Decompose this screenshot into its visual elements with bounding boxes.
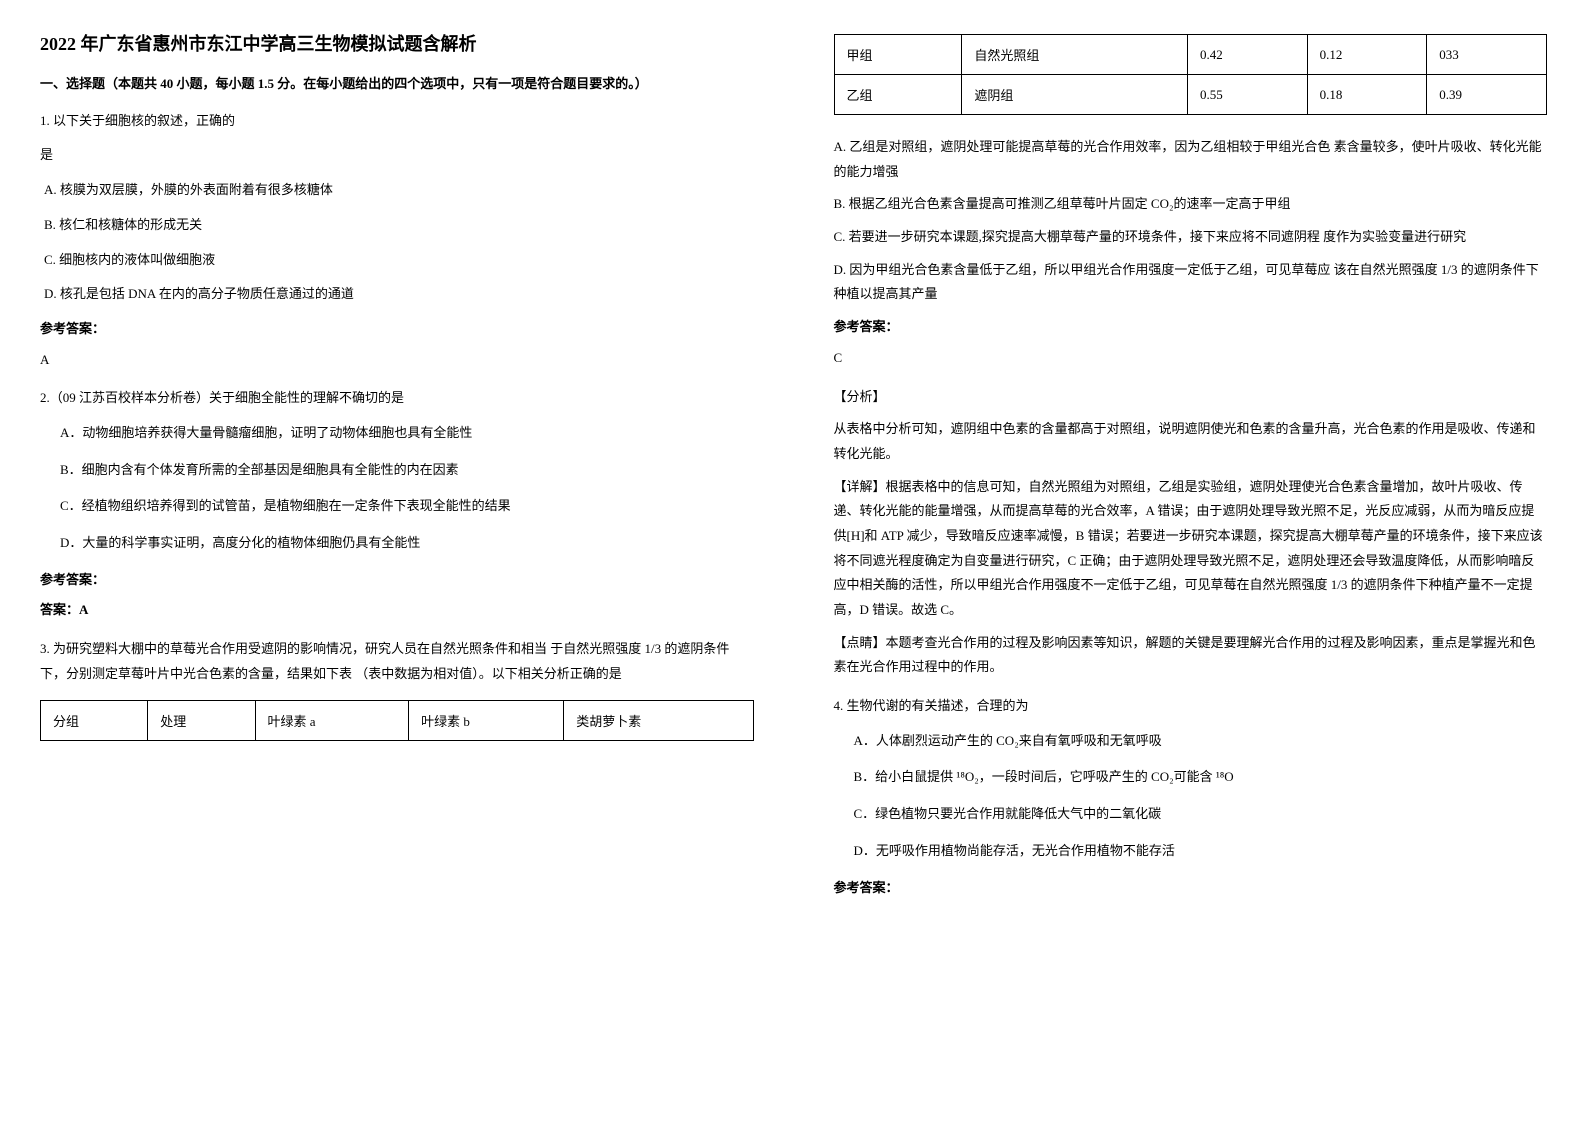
q4-option-b: B．给小白鼠提供 ¹⁸O₂，一段时间后，它呼吸产生的 CO₂可能含 ¹⁸O xyxy=(834,765,1548,790)
table-header-cell: 分组 xyxy=(41,701,148,741)
q4-option-d: D．无呼吸作用植物尚能存活，无光合作用植物不能存活 xyxy=(834,839,1548,864)
table-row: 乙组 遮阴组 0.55 0.18 0.39 xyxy=(834,75,1547,115)
table-cell: 0.55 xyxy=(1187,75,1307,115)
question-3-options: A. 乙组是对照组，遮阴处理可能提高草莓的光合作用效率，因为乙组相较于甲组光合色… xyxy=(834,135,1548,680)
q2-answer-label: 参考答案： xyxy=(40,568,754,593)
section-1-title: 一、选择题（本题共 40 小题，每小题 1.5 分。在每小题给出的四个选项中，只… xyxy=(40,74,754,95)
q3-answer-value: C xyxy=(834,346,1548,371)
q3-stem: 3. 为研究塑料大棚中的草莓光合作用受遮阴的影响情况，研究人员在自然光照条件和相… xyxy=(40,637,754,686)
q2-option-c: C．经植物组织培养得到的试管苗，是植物细胞在一定条件下表现全能性的结果 xyxy=(40,494,754,519)
q1-stem-line1: 1. 以下关于细胞核的叙述，正确的 xyxy=(40,109,754,134)
question-3-stem: 3. 为研究塑料大棚中的草莓光合作用受遮阴的影响情况，研究人员在自然光照条件和相… xyxy=(40,637,754,686)
q3-option-b: B. 根据乙组光合色素含量提高可推测乙组草莓叶片固定 CO₂的速率一定高于甲组 xyxy=(834,192,1548,217)
q4-option-c: C．绿色植物只要光合作用就能降低大气中的二氧化碳 xyxy=(834,802,1548,827)
q1-option-a: A. 核膜为双层膜，外膜的外表面附着有很多核糖体 xyxy=(40,178,754,203)
table-cell: 甲组 xyxy=(834,35,962,75)
q4-option-a: A．人体剧烈运动产生的 CO₂来自有氧呼吸和无氧呼吸 xyxy=(834,729,1548,754)
q1-answer-value: A xyxy=(40,348,754,373)
q2-option-a: A．动物细胞培养获得大量骨髓瘤细胞，证明了动物体细胞也具有全能性 xyxy=(40,421,754,446)
q1-answer-label: 参考答案： xyxy=(40,317,754,342)
q3-analysis-label: 【分析】 xyxy=(834,385,1548,410)
q2-stem: 2.（09 江苏百校样本分析卷）关于细胞全能性的理解不确切的是 xyxy=(40,386,754,411)
document-title: 2022 年广东省惠州市东江中学高三生物模拟试题含解析 xyxy=(40,30,754,56)
q3-point-text: 【点睛】本题考查光合作用的过程及影响因素等知识，解题的关键是要理解光合作用的过程… xyxy=(834,631,1548,680)
q3-analysis-text: 从表格中分析可知，遮阴组中色素的含量都高于对照组，说明遮阴使光和色素的含量升高，… xyxy=(834,417,1548,466)
table-cell: 033 xyxy=(1427,35,1547,75)
q1-option-b: B. 核仁和核糖体的形成无关 xyxy=(40,213,754,238)
q3-option-a: A. 乙组是对照组，遮阴处理可能提高草莓的光合作用效率，因为乙组相较于甲组光合色… xyxy=(834,135,1548,184)
table-header-row: 分组 处理 叶绿素 a 叶绿素 b 类胡萝卜素 xyxy=(41,701,754,741)
question-2: 2.（09 江苏百校样本分析卷）关于细胞全能性的理解不确切的是 A．动物细胞培养… xyxy=(40,386,754,623)
table-header-cell: 类胡萝卜素 xyxy=(564,701,753,741)
table-cell: 0.18 xyxy=(1307,75,1427,115)
right-column: 甲组 自然光照组 0.42 0.12 033 乙组 遮阴组 0.55 0.18 … xyxy=(794,0,1587,1122)
table-header-cell: 叶绿素 b xyxy=(409,701,564,741)
table-header-cell: 叶绿素 a xyxy=(255,701,409,741)
q2-answer-value: 答案：A xyxy=(40,598,754,623)
q3-option-c: C. 若要进一步研究本课题,探究提高大棚草莓产量的环境条件，接下来应将不同遮阴程… xyxy=(834,225,1548,250)
question-4: 4. 生物代谢的有关描述，合理的为 A．人体剧烈运动产生的 CO₂来自有氧呼吸和… xyxy=(834,694,1548,900)
q3-answer-label: 参考答案： xyxy=(834,315,1548,340)
table-cell: 遮阴组 xyxy=(962,75,1188,115)
table-header-cell: 处理 xyxy=(148,701,255,741)
table-cell: 0.42 xyxy=(1187,35,1307,75)
table-row: 甲组 自然光照组 0.42 0.12 033 xyxy=(834,35,1547,75)
q2-option-b: B．细胞内含有个体发育所需的全部基因是细胞具有全能性的内在因素 xyxy=(40,458,754,483)
table-cell: 0.39 xyxy=(1427,75,1547,115)
q3-detail-text: 【详解】根据表格中的信息可知，自然光照组为对照组，乙组是实验组，遮阴处理使光合色… xyxy=(834,475,1548,623)
q3-table-body: 甲组 自然光照组 0.42 0.12 033 乙组 遮阴组 0.55 0.18 … xyxy=(834,34,1548,115)
q3-table-header: 分组 处理 叶绿素 a 叶绿素 b 类胡萝卜素 xyxy=(40,700,754,741)
left-column: 2022 年广东省惠州市东江中学高三生物模拟试题含解析 一、选择题（本题共 40… xyxy=(0,0,794,1122)
q4-stem: 4. 生物代谢的有关描述，合理的为 xyxy=(834,694,1548,719)
question-1: 1. 以下关于细胞核的叙述，正确的 是 A. 核膜为双层膜，外膜的外表面附着有很… xyxy=(40,109,754,373)
q1-stem-line2: 是 xyxy=(40,143,754,168)
table-cell: 0.12 xyxy=(1307,35,1427,75)
table-cell: 自然光照组 xyxy=(962,35,1188,75)
q1-option-c: C. 细胞核内的液体叫做细胞液 xyxy=(40,248,754,273)
q2-option-d: D．大量的科学事实证明，高度分化的植物体细胞仍具有全能性 xyxy=(40,531,754,556)
q1-option-d: D. 核孔是包括 DNA 在内的高分子物质任意通过的通道 xyxy=(40,282,754,307)
q4-answer-label: 参考答案： xyxy=(834,876,1548,901)
table-cell: 乙组 xyxy=(834,75,962,115)
q3-option-d: D. 因为甲组光合色素含量低于乙组，所以甲组光合作用强度一定低于乙组，可见草莓应… xyxy=(834,258,1548,307)
